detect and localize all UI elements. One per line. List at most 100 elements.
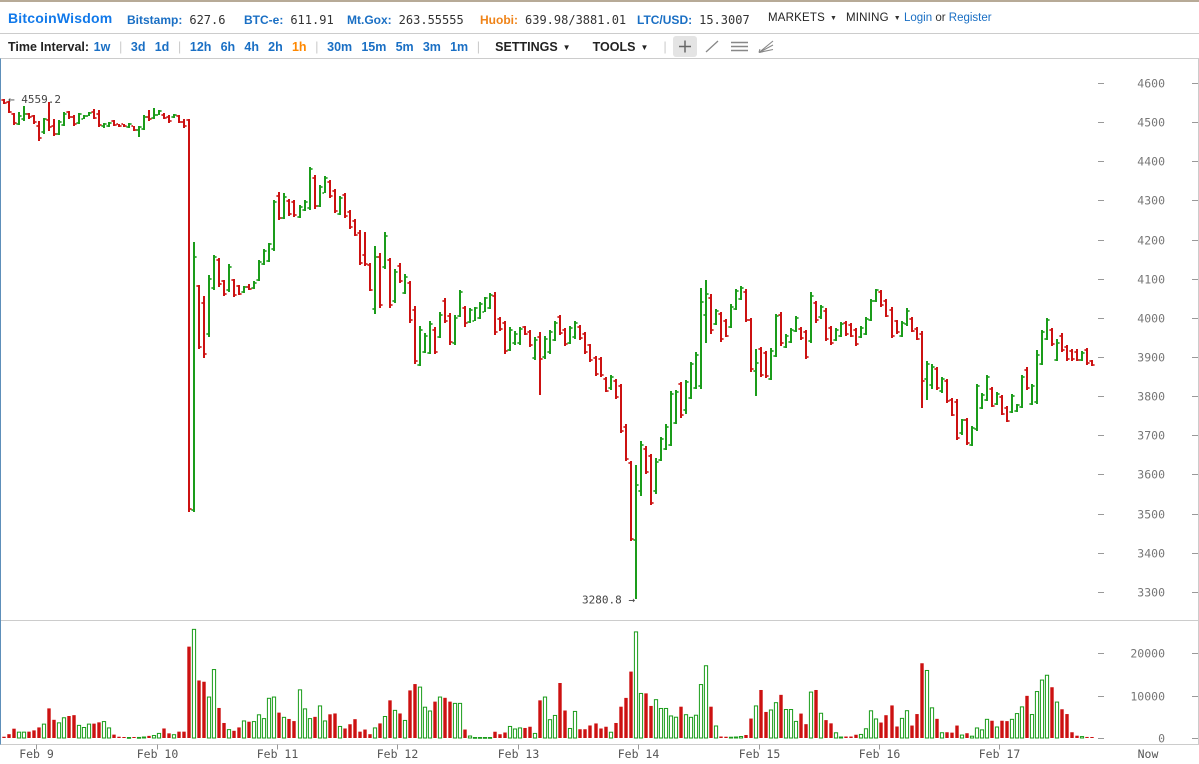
- volume-bar: [1070, 732, 1074, 738]
- ohlc-bar: [211, 255, 217, 739]
- open-tick: [713, 323, 715, 325]
- high-low-line: [1046, 318, 1048, 340]
- open-tick: [833, 339, 835, 341]
- ohlc-bar: [773, 314, 779, 739]
- toolbar-menu-settings[interactable]: SETTINGS ▼: [495, 40, 570, 54]
- horizontal-lines-tool-icon[interactable]: [727, 36, 751, 57]
- close-tick: [200, 346, 202, 348]
- volume-bar: [608, 731, 614, 739]
- high-low-line: [906, 308, 908, 326]
- toolbar-menu-tools[interactable]: TOOLS ▼: [593, 40, 649, 54]
- volume-bar: [594, 723, 598, 738]
- close-tick: [240, 293, 242, 295]
- high-low-line: [1076, 349, 1078, 361]
- quote-label: BTC-e:: [244, 13, 284, 27]
- interval-1m[interactable]: 1m: [450, 39, 469, 54]
- interval-1h[interactable]: 1h: [291, 39, 307, 54]
- interval-15m[interactable]: 15m: [361, 39, 387, 54]
- volume-bar: [1090, 737, 1094, 738]
- close-tick: [145, 116, 147, 118]
- ohlc-bar: [813, 301, 819, 738]
- high-low-line: [830, 326, 832, 345]
- ohlc-bar: [768, 348, 774, 739]
- high-low-line: [379, 253, 381, 308]
- interval-3d[interactable]: 3d: [130, 39, 146, 54]
- close-tick: [847, 333, 849, 335]
- chart-area[interactable]: 4600 4500 4400 4300 4200 4100 4000 3900 3800 3700…: [0, 58, 1199, 764]
- price-volume-chart[interactable]: 4600 4500 4400 4300 4200 4100 4000 3900 3800 3700…: [0, 58, 1199, 764]
- ohlc-bar: [899, 321, 905, 739]
- close-tick: [140, 126, 142, 128]
- ohlc-bar: [457, 290, 463, 739]
- ohlc-bar: [332, 189, 338, 738]
- register-link[interactable]: Register: [948, 12, 992, 24]
- fan-lines-tool-icon[interactable]: [754, 36, 778, 57]
- close-tick: [125, 125, 127, 127]
- ohlc-bar: [36, 121, 42, 738]
- menu-markets[interactable]: MARKETS ▼: [768, 12, 837, 24]
- close-tick: [341, 197, 343, 199]
- interval-6h[interactable]: 6h: [220, 39, 236, 54]
- high-low-line: [83, 115, 85, 119]
- price-axis-label: 4100: [1137, 273, 1165, 287]
- close-tick: [471, 309, 473, 311]
- close-tick: [336, 210, 338, 212]
- menu-label: MINING: [846, 12, 889, 24]
- ohlc-bar: [593, 356, 599, 738]
- high-low-line: [128, 123, 130, 128]
- interval-30m[interactable]: 30m: [327, 39, 353, 54]
- interval-1d[interactable]: 1d: [154, 39, 170, 54]
- high-low-line: [650, 454, 652, 505]
- volume-bar: [904, 710, 910, 739]
- open-tick: [1074, 351, 1076, 353]
- ohlc-bar: [181, 119, 187, 738]
- open-tick: [236, 285, 238, 287]
- interval-3m[interactable]: 3m: [422, 39, 441, 54]
- close-tick: [155, 114, 157, 116]
- volume-bar: [177, 731, 181, 738]
- interval-5m[interactable]: 5m: [395, 39, 414, 54]
- high-low-line: [911, 317, 913, 332]
- open-tick: [683, 409, 685, 411]
- open-tick: [352, 220, 354, 222]
- login-link[interactable]: Login: [904, 12, 933, 24]
- crosshair-tool-icon[interactable]: [672, 36, 697, 57]
- close-tick: [20, 115, 22, 117]
- close-tick: [476, 307, 478, 309]
- high-low-line: [23, 106, 25, 121]
- trend-line-tool-icon[interactable]: [700, 36, 724, 57]
- interval-12h[interactable]: 12h: [189, 39, 212, 54]
- close-tick: [100, 124, 102, 126]
- volume-bar: [251, 721, 257, 739]
- high-low-line: [33, 115, 35, 124]
- ohlc-bar: [136, 126, 142, 739]
- volume-bar: [517, 727, 523, 739]
- high-low-line: [304, 200, 306, 211]
- interval-2h[interactable]: 2h: [268, 39, 283, 54]
- open-tick: [688, 397, 690, 399]
- open-tick: [703, 314, 705, 316]
- close-tick: [466, 322, 468, 324]
- volume-bar: [388, 700, 392, 738]
- ohlc-bar: [266, 243, 272, 739]
- open-tick: [246, 286, 248, 288]
- interval-4h[interactable]: 4h: [244, 39, 259, 54]
- menu-mining[interactable]: MINING ▼: [846, 12, 901, 24]
- interval-1w[interactable]: 1w: [93, 39, 111, 54]
- quote-value: 611.91: [290, 13, 334, 27]
- high-low-line: [3, 99, 5, 104]
- high-low-line: [926, 361, 928, 400]
- ohlc-bar: [86, 112, 92, 739]
- open-tick: [939, 390, 941, 392]
- site-logo[interactable]: BitcoinWisdom: [8, 10, 113, 26]
- close-tick: [316, 205, 318, 207]
- ohlc-bar: [984, 375, 990, 739]
- fan-lines-icon-glyph: [758, 40, 774, 54]
- high-low-line: [43, 118, 45, 134]
- ohlc-bar: [196, 285, 202, 738]
- open-tick: [76, 122, 78, 124]
- toolbar-menus: SETTINGS ▼ TOOLS ▼: [484, 38, 659, 56]
- volume-bar: [493, 731, 497, 738]
- open-tick: [472, 320, 474, 322]
- open-tick: [1044, 338, 1046, 340]
